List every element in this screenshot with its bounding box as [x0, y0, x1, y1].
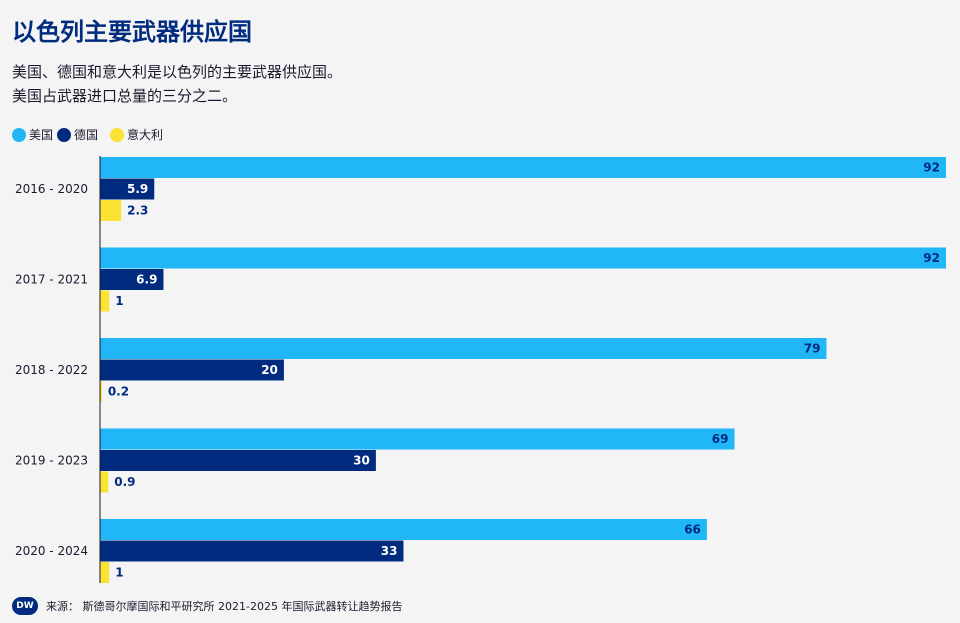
source-note: 来源： 斯德哥尔摩国际和平研究所 2021-2025 年国际武器转让趋势报告 — [46, 600, 403, 613]
value-label-italy: 2.3 — [127, 204, 148, 218]
category-label: 2017 - 2021 — [15, 273, 88, 287]
bar-usa — [100, 428, 735, 450]
category-label: 2016 - 2020 — [15, 182, 88, 196]
bar-germany — [100, 540, 404, 562]
legend-swatch-italy — [110, 127, 125, 142]
bar-germany — [100, 359, 284, 381]
value-label-italy: 0.9 — [114, 475, 135, 489]
value-label-germany: 30 — [353, 454, 370, 468]
value-label-usa: 79 — [804, 342, 821, 356]
bar-italy — [100, 471, 109, 493]
category-label: 2018 - 2022 — [15, 363, 88, 377]
bar-usa — [100, 247, 946, 269]
chart-title: 以色列主要武器供应国 — [12, 18, 252, 46]
legend-item-usa: 美国 — [12, 126, 53, 143]
dw-logo: DW — [12, 597, 38, 615]
value-label-italy: 1 — [115, 294, 123, 308]
subtitle-line-1: 美国、德国和意大利是以色列的主要武器供应国。 — [12, 63, 343, 81]
bar-germany — [100, 178, 155, 200]
footer: DW 来源： 斯德哥尔摩国际和平研究所 2021-2025 年国际武器转让趋势报… — [12, 597, 402, 615]
value-label-italy: 0.2 — [108, 385, 129, 399]
value-label-italy: 1 — [115, 566, 123, 580]
value-label-germany: 6.9 — [136, 273, 157, 287]
bar-italy — [100, 200, 122, 221]
legend-label-italy: 意大利 — [127, 128, 164, 142]
subtitle-line-2: 美国占武器进口总量的三分之二。 — [12, 87, 238, 105]
bar-germany — [100, 450, 376, 471]
legend-label-germany: 德国 — [74, 128, 99, 142]
bar-italy — [100, 290, 110, 312]
legend-swatch-germany — [57, 127, 72, 142]
bar-usa — [100, 519, 707, 540]
legend-label-usa: 美国 — [29, 128, 54, 142]
value-label-usa: 69 — [712, 432, 729, 446]
value-label-usa: 92 — [923, 161, 940, 175]
value-label-usa: 66 — [684, 523, 701, 537]
value-label-germany: 33 — [381, 544, 398, 558]
bar-germany — [100, 269, 164, 290]
category-label: 2019 - 2023 — [15, 454, 88, 468]
legend-item-germany: 德国 — [57, 126, 98, 143]
bar-usa — [100, 157, 946, 178]
bar-italy — [100, 381, 102, 402]
bar-italy — [100, 562, 110, 583]
value-label-germany: 20 — [261, 363, 278, 377]
legend-swatch-usa — [12, 127, 26, 142]
chart-subtitle: 美国、德国和意大利是以色列的主要武器供应国。 美国占武器进口总量的三分之二。 — [12, 60, 342, 108]
value-label-germany: 5.9 — [127, 182, 148, 196]
legend-item-italy: 意大利 — [110, 126, 163, 143]
category-label: 2020 - 2024 — [15, 544, 88, 558]
bar-usa — [100, 338, 827, 359]
chart-legend: 美国 德国 意大利 — [12, 126, 167, 143]
value-label-usa: 92 — [923, 251, 940, 265]
